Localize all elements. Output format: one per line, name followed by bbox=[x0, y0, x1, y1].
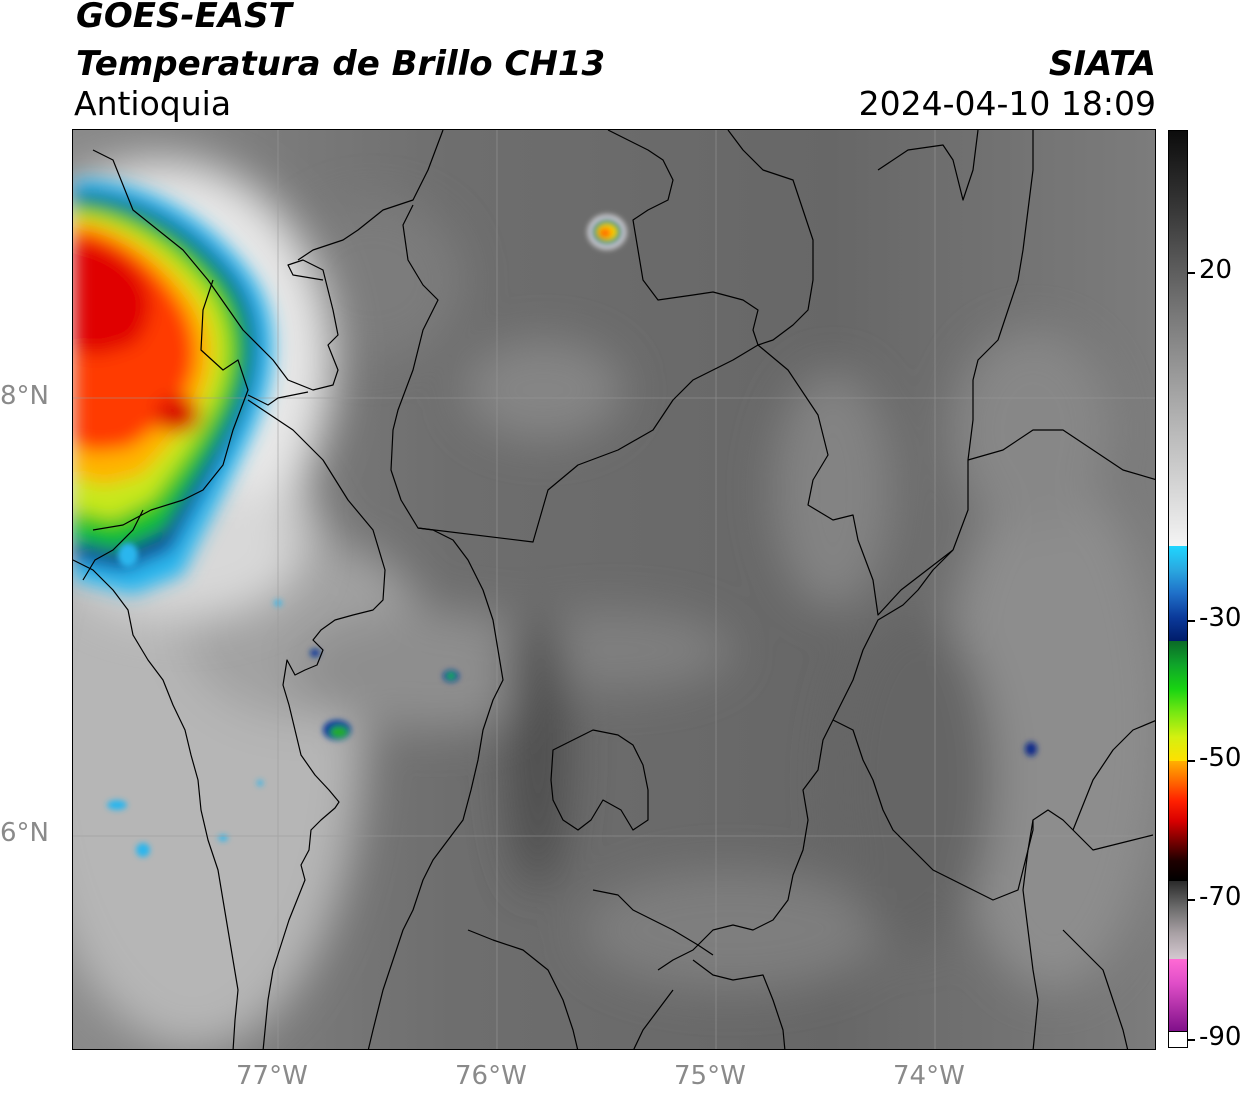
colorbar-label-20: 20 bbox=[1199, 255, 1233, 285]
colorbar-label-minus90: -90 bbox=[1199, 1022, 1242, 1052]
colorbar-gray-segment bbox=[1169, 131, 1187, 546]
colorbar-tick-minus50 bbox=[1188, 760, 1195, 762]
colorbar-red-segment bbox=[1169, 761, 1187, 881]
lon-label-75w: 75°W bbox=[674, 1061, 746, 1091]
colorbar-label-minus70: -70 bbox=[1199, 882, 1242, 912]
colorbar-tick-minus90 bbox=[1188, 1039, 1195, 1041]
organization-label: SIATA bbox=[1048, 44, 1156, 84]
lon-label-76w: 76°W bbox=[455, 1061, 527, 1091]
lat-label-8n: 8°N bbox=[0, 381, 49, 411]
satellite-title: GOES-EAST bbox=[76, 0, 292, 36]
convective-cells bbox=[107, 215, 1037, 857]
colorbar-light-segment bbox=[1169, 881, 1187, 959]
colorbar-tick-minus30 bbox=[1188, 620, 1195, 622]
colorbar-white-segment bbox=[1169, 1031, 1187, 1047]
map-canvas bbox=[73, 130, 1155, 1049]
colorbar-label-minus30: -30 bbox=[1199, 603, 1242, 633]
colorbar-green-segment bbox=[1169, 641, 1187, 761]
lat-label-6n: 6°N bbox=[0, 818, 49, 848]
colorbar-tick-minus70 bbox=[1188, 899, 1195, 901]
colorbar-label-minus50: -50 bbox=[1199, 743, 1242, 773]
colorbar-tick-20 bbox=[1188, 272, 1195, 274]
borders bbox=[73, 130, 1155, 1049]
satellite-map[interactable] bbox=[72, 129, 1156, 1050]
timestamp-label: 2024-04-10 18:09 bbox=[858, 84, 1156, 123]
lon-label-77w: 77°W bbox=[236, 1061, 308, 1091]
colorbar-blue-segment bbox=[1169, 546, 1187, 641]
lon-label-74w: 74°W bbox=[893, 1061, 965, 1091]
region-label: Antioquia bbox=[74, 84, 232, 123]
colorbar bbox=[1168, 130, 1188, 1048]
product-title: Temperatura de Brillo CH13 bbox=[76, 44, 606, 84]
colorbar-purple-segment bbox=[1169, 959, 1187, 1031]
